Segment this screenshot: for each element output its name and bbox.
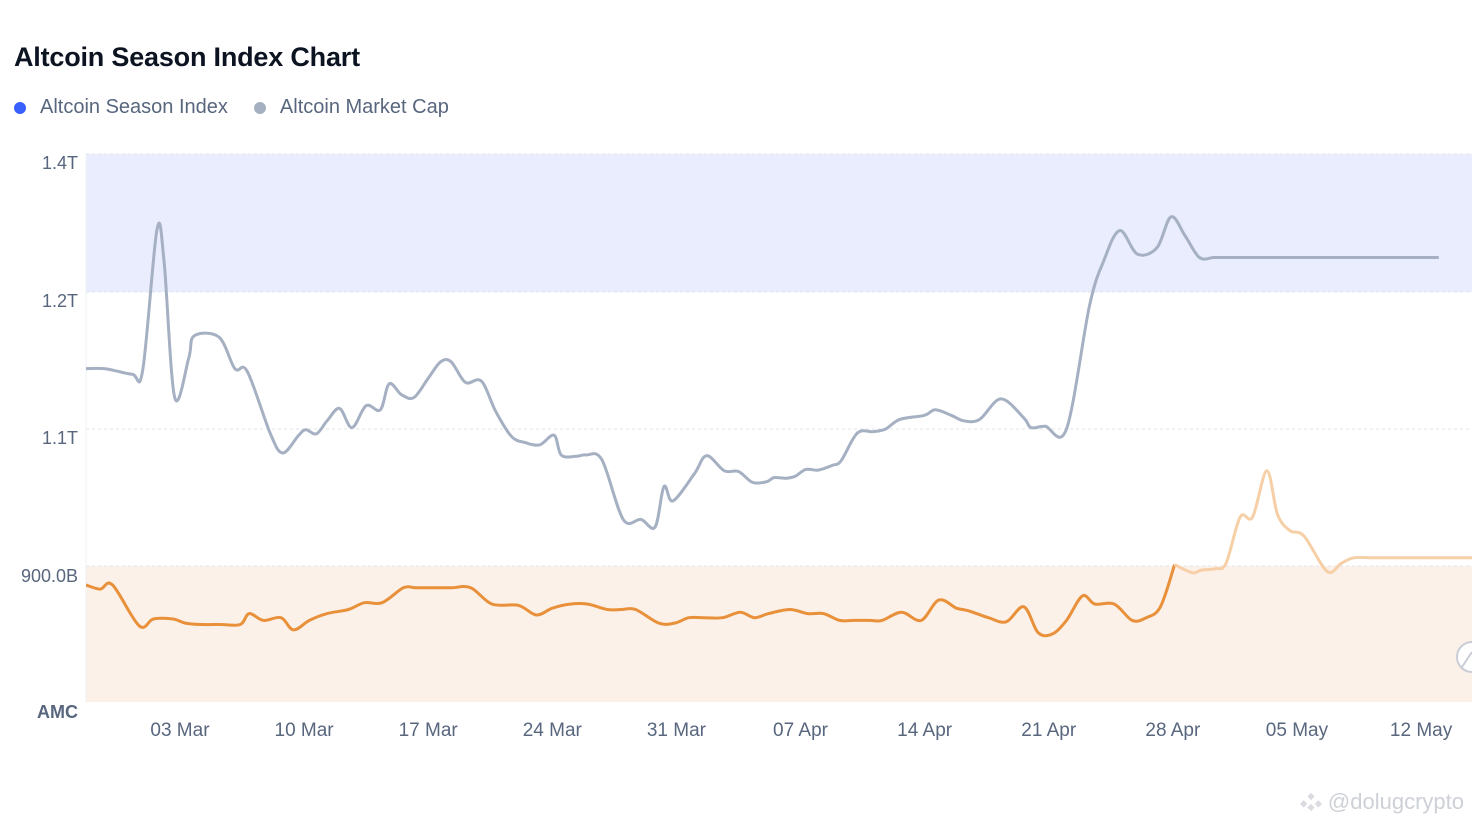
y-tick-label: 1.4T <box>42 153 78 173</box>
y-tick-label: 900.0B <box>21 566 78 586</box>
altcoin-market-cap-line <box>86 215 1439 530</box>
x-tick-label: 10 Mar <box>275 720 335 741</box>
y-tick-label: 1.1T <box>42 428 78 448</box>
x-tick-label: 14 Apr <box>897 720 953 741</box>
y-tick-label: 1.2T <box>42 291 78 311</box>
x-tick-label: 05 May <box>1266 720 1329 741</box>
y-tick-label: AMC <box>37 702 78 722</box>
binance-logo-icon <box>1299 792 1322 812</box>
legend-item-altcoin-market-cap[interactable]: Altcoin Market Cap <box>253 96 449 119</box>
legend-dot-index <box>14 101 26 114</box>
zoom-reset-glyph-icon <box>1461 651 1472 668</box>
zoom-reset-button-icon <box>1456 641 1472 673</box>
altcoin-season-index-line-upper <box>1173 469 1472 575</box>
chart-legend: Altcoin Season Index Altcoin Market Cap <box>14 96 449 119</box>
x-tick-label: 28 Apr <box>1145 720 1201 741</box>
legend-dot-marketcap <box>253 101 266 114</box>
legend-label-index: Altcoin Season Index <box>40 96 228 118</box>
watermark-text: @dolugcrypto <box>1327 789 1464 814</box>
x-tick-label: 31 Mar <box>647 720 707 741</box>
x-tick-label: 17 Mar <box>399 720 459 741</box>
x-tick-label: 21 Apr <box>1021 720 1077 741</box>
x-tick-label: 07 Apr <box>773 720 829 741</box>
altcoin-season-band <box>86 154 1472 292</box>
watermark: @dolugcrypto <box>1299 789 1464 815</box>
x-tick-label: 12 May <box>1390 720 1453 741</box>
chart-title: Altcoin Season Index Chart <box>14 42 360 72</box>
x-tick-label: 03 Mar <box>150 720 210 741</box>
bitcoin-season-band <box>86 566 1472 702</box>
legend-item-altcoin-season-index[interactable]: Altcoin Season Index <box>14 96 228 119</box>
altcoin-season-index-line <box>86 564 1177 638</box>
x-tick-label: 24 Mar <box>523 720 583 741</box>
legend-label-marketcap: Altcoin Market Cap <box>279 96 449 118</box>
